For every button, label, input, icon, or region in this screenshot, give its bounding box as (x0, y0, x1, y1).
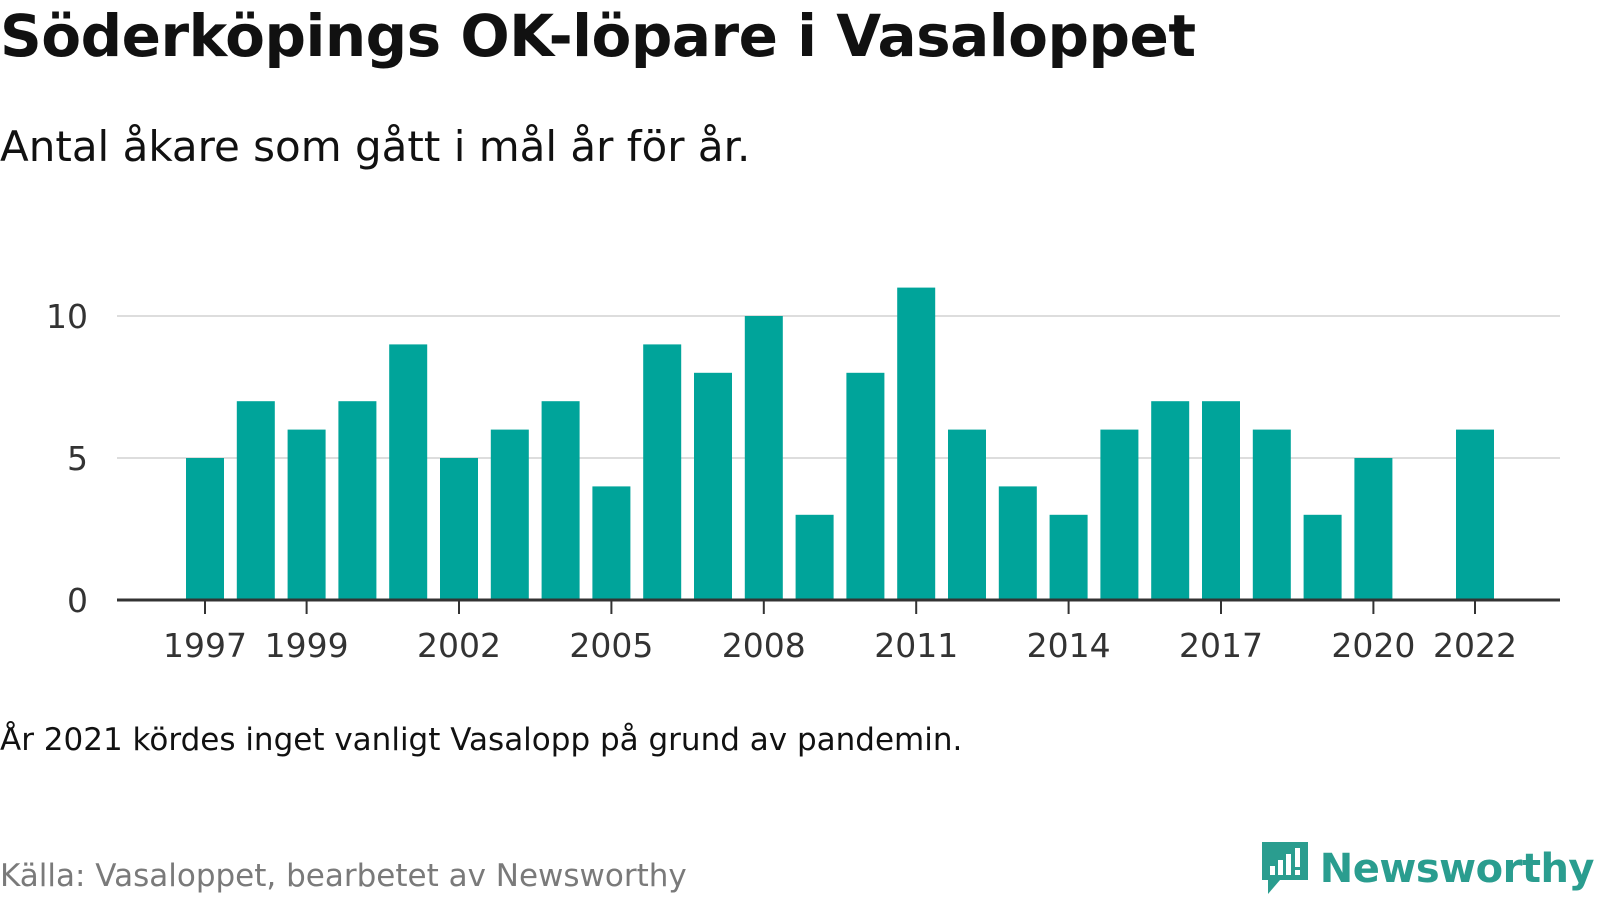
bar-2008 (744, 316, 783, 600)
x-tick-label-2017: 2017 (1179, 626, 1263, 665)
bar-2018 (1252, 429, 1291, 600)
bar-2012 (948, 429, 986, 600)
y-axis-ticks: 0 5 10 (46, 297, 88, 620)
bar-2022 (1456, 429, 1494, 600)
bar-1999 (287, 429, 326, 600)
bar-2003 (490, 429, 529, 600)
bar-2005 (592, 486, 631, 600)
x-tick-label-1999: 1999 (265, 626, 349, 665)
y-tick-label-10: 10 (46, 297, 88, 336)
bar-2013 (998, 486, 1037, 600)
x-tick-label-2005: 2005 (569, 626, 653, 665)
x-axis-ticks: 1997 1999 2002 2005 2008 2011 2014 2017 2020 2022 (163, 600, 1517, 665)
bars (186, 287, 1494, 600)
bar-chart: 0 5 10 1997 1999 2002 2005 2008 2011 2014 2017 202… (46, 287, 1560, 665)
bar-2011 (897, 287, 936, 600)
bar-2006 (643, 344, 682, 600)
bar-2015 (1100, 429, 1139, 600)
x-tick-label-2011: 2011 (874, 626, 958, 665)
gridlines (117, 315, 1560, 459)
bar-2009 (795, 514, 834, 600)
bar-2001 (389, 344, 428, 600)
chart-note: År 2021 kördes inget vanligt Vasalopp på… (0, 722, 963, 758)
y-tick-label-0: 0 (67, 581, 88, 620)
bar-2016 (1151, 401, 1190, 600)
bar-2007 (694, 372, 732, 600)
newsworthy-logo[interactable]: Newsworthy (1260, 840, 1595, 898)
newsworthy-logo-text: Newsworthy (1319, 846, 1595, 892)
x-tick-label-2020: 2020 (1331, 626, 1415, 665)
chart-title: Söderköpings OK-löpare i Vasaloppet (0, 2, 1196, 70)
source-credit: Källa: Vasaloppet, bearbetet av Newswort… (0, 858, 687, 894)
bar-1998 (236, 401, 275, 600)
x-tick-label-2002: 2002 (417, 626, 501, 665)
bar-1997 (186, 458, 224, 600)
bar-2019 (1303, 514, 1342, 600)
bar-2000 (338, 401, 377, 600)
x-tick-label-2008: 2008 (722, 626, 806, 665)
bar-2017 (1202, 401, 1240, 600)
x-tick-label-2014: 2014 (1027, 626, 1111, 665)
bar-2020 (1354, 458, 1393, 600)
bar-2004 (541, 401, 580, 600)
x-tick-label-2022: 2022 (1433, 626, 1517, 665)
bar-2010 (846, 372, 885, 600)
x-tick-label-1997: 1997 (163, 626, 247, 665)
newsworthy-logo-icon (1261, 842, 1308, 894)
bar-2014 (1049, 514, 1088, 600)
bar-2002 (440, 458, 478, 600)
chart-subtitle: Antal åkare som gått i mål år för år. (0, 122, 751, 171)
y-tick-label-5: 5 (67, 439, 88, 478)
